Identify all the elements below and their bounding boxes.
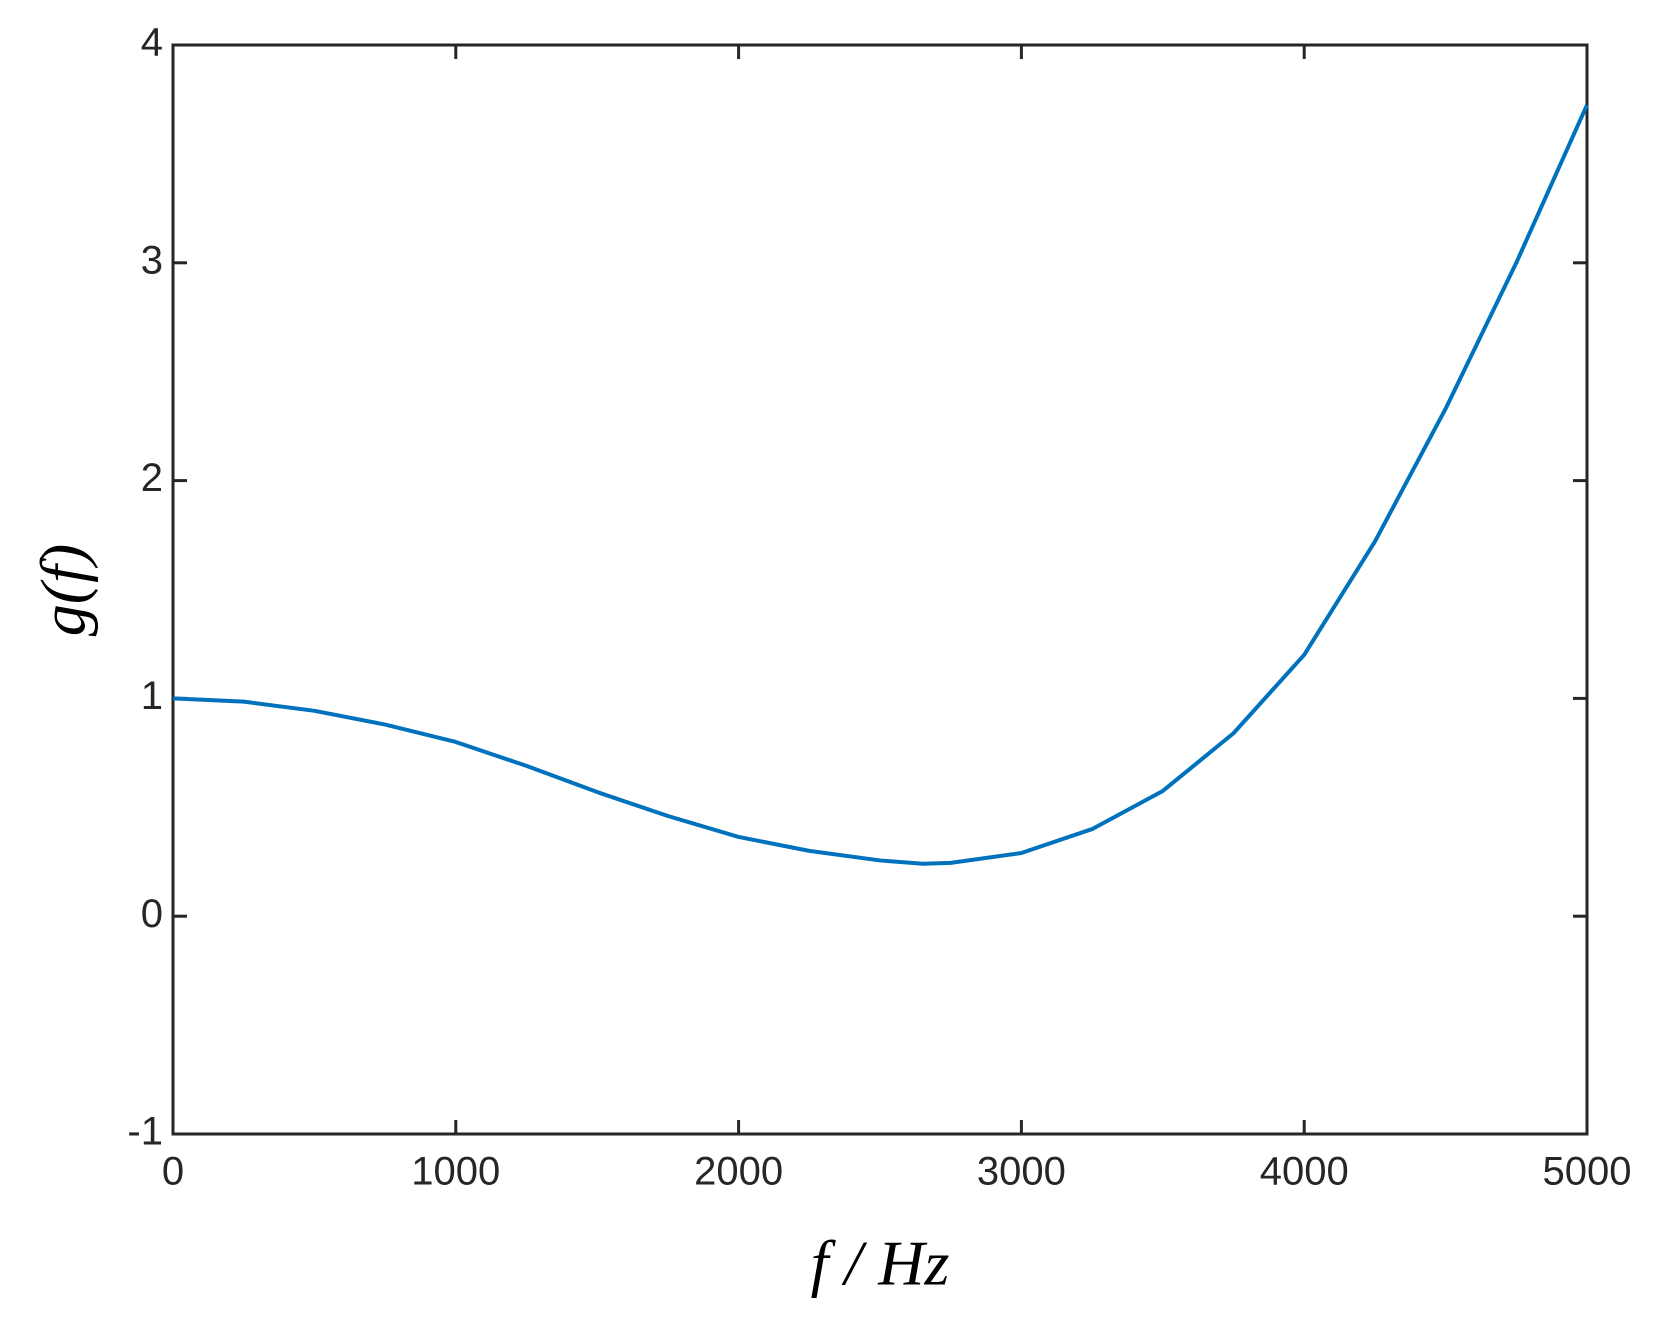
x-axis-label: f / Hz [811,1228,950,1299]
x-tick-label: 5000 [1543,1150,1632,1194]
y-tick-label: 2 [141,456,163,500]
y-axis-label: g(f) [28,544,99,636]
y-tick-label: 0 [141,892,163,936]
x-tick-label: 1000 [411,1150,500,1194]
plot-frame [171,43,1589,1136]
y-tick-label: 4 [141,21,163,65]
data-line [172,104,1589,866]
x-tick-label: 4000 [1260,1150,1349,1194]
x-tick-label: 3000 [977,1150,1066,1194]
y-tick-label: 3 [141,238,163,282]
x-tick-label: 2000 [694,1150,783,1194]
x-tick-label: 0 [162,1150,184,1194]
y-tick-label: -1 [127,1110,163,1154]
y-tick-label: 1 [141,674,163,718]
